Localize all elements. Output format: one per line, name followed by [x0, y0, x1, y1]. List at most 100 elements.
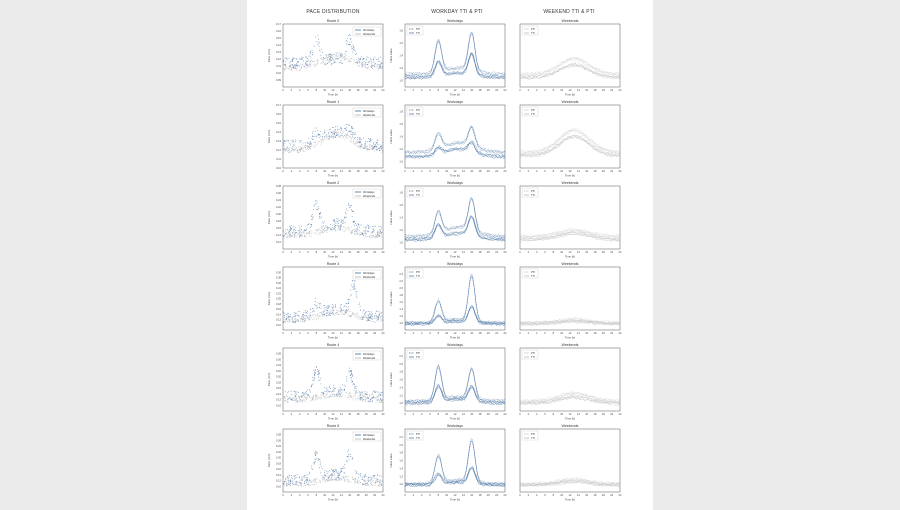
weekend-point [293, 150, 295, 152]
weekend-point [367, 145, 369, 147]
workday-point [346, 40, 348, 41]
x-tick-label: 0 [519, 331, 521, 335]
x-tick-label: 20 [365, 412, 368, 416]
workday-point [283, 63, 285, 65]
workday-point [367, 66, 369, 68]
workday-point [333, 136, 335, 138]
weekend-point [344, 138, 346, 140]
workday-point [306, 64, 308, 66]
workday-point [344, 216, 346, 218]
weekend-point [347, 310, 349, 312]
workday-point [290, 314, 292, 316]
weekend-point [292, 235, 294, 237]
y-tick-label: 1.6 [399, 300, 403, 304]
workday-point [328, 305, 329, 307]
workday-point [381, 315, 383, 317]
workday-point [371, 478, 373, 480]
workday-point [298, 149, 300, 151]
workday-point [368, 227, 369, 229]
x-tick-label: 10 [323, 250, 326, 254]
workday-point [332, 58, 334, 60]
weekend-point [289, 235, 291, 237]
weekend-point [373, 397, 375, 399]
weekend-point [321, 62, 323, 64]
workday-point [352, 288, 354, 290]
workday-point [287, 139, 289, 141]
weekend-point [379, 320, 381, 322]
workday-point [295, 230, 297, 232]
workday-point [340, 470, 342, 472]
workday-point [321, 467, 323, 469]
weekend-point [289, 147, 291, 148]
y-tick-label: 0.22 [276, 291, 282, 295]
weekend-point [342, 58, 344, 59]
workday-point [364, 64, 366, 66]
workday-point [337, 471, 339, 473]
workday-point [295, 481, 297, 483]
weekend-point [296, 320, 298, 321]
workday-point [321, 139, 323, 141]
workday-point [350, 379, 352, 381]
weekend-point [314, 233, 316, 235]
workday-point [356, 231, 358, 233]
weekend-point [317, 63, 318, 65]
workday-point [373, 395, 374, 397]
workday-point [287, 479, 289, 481]
workday-point [357, 481, 358, 483]
weekend-point [294, 147, 296, 149]
workday-point [344, 55, 346, 57]
workday-point [378, 316, 380, 317]
weekend-point [327, 59, 329, 60]
weekend-point [326, 393, 328, 395]
weekend-point [332, 55, 334, 57]
workday-point [347, 308, 349, 310]
weekend-point [365, 233, 367, 235]
workday-point [365, 311, 367, 313]
weekend-point [332, 133, 334, 135]
workday-point [283, 235, 285, 237]
x-tick-label: 18 [594, 169, 597, 173]
weekend-point [305, 398, 307, 399]
weekend-point [336, 476, 338, 478]
weekend-point [301, 316, 303, 318]
tti-line [404, 215, 506, 240]
weekend-point [313, 315, 315, 317]
workday-point [301, 57, 303, 59]
workday-point [335, 222, 337, 224]
weekend-point [346, 479, 348, 481]
workday-point [338, 226, 339, 228]
weekend-point [284, 317, 286, 319]
workday-point [295, 396, 297, 398]
workday-point [339, 395, 341, 397]
weekend-point [318, 481, 320, 483]
weekend-point [370, 401, 372, 403]
weekend-point [326, 58, 328, 60]
weekend-point [303, 400, 305, 402]
workday-point [332, 475, 333, 477]
workday-point [323, 307, 325, 309]
workday-point [309, 309, 311, 311]
workday-point [295, 140, 297, 142]
weekend-point [377, 67, 379, 69]
workday-point [369, 319, 371, 321]
workday-point [376, 142, 378, 144]
legend-box [521, 268, 539, 279]
weekend-point [305, 480, 307, 482]
workday-point [374, 315, 376, 317]
pti-line [519, 129, 621, 154]
y-tick-label: 0.12 [276, 318, 282, 322]
workday-point [337, 390, 339, 392]
chart-4-0: Route 40 2 4 6 8 10 12 14 16 18 20 22 240.100.120.14… [267, 343, 385, 421]
weekend-point [320, 58, 322, 60]
weekend-point [284, 231, 286, 233]
x-axis-label: Time (h) [565, 417, 575, 421]
workday-point [322, 312, 324, 314]
workday-point [309, 142, 311, 143]
workday-point [348, 203, 349, 205]
weekend-point [343, 231, 345, 233]
workday-point [301, 147, 302, 149]
workday-point [332, 305, 334, 307]
workday-point [345, 212, 347, 214]
weekend-point [344, 136, 346, 138]
